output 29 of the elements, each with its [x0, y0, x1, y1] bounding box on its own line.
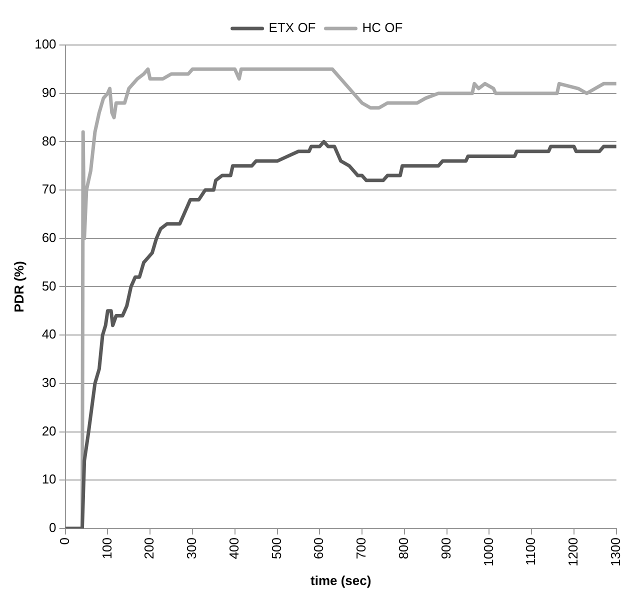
x-tick-label: 300: [184, 537, 200, 560]
x-tick-label: 200: [142, 537, 157, 560]
x-tick-label: 600: [311, 537, 326, 560]
x-tick-label: 1100: [523, 537, 538, 566]
y-axis-title: PDR (%): [11, 261, 26, 312]
y-tick-label: 80: [42, 133, 56, 148]
x-tick-label: 700: [354, 537, 369, 560]
x-tick-label: 1300: [608, 537, 623, 566]
x-tick-label: 1200: [566, 537, 581, 566]
y-tick-label: 30: [42, 375, 56, 390]
x-tick-label: 500: [268, 537, 284, 560]
y-tick-label: 100: [34, 36, 56, 52]
y-tick-label: 10: [42, 472, 56, 487]
y-tick-label: 20: [42, 423, 56, 438]
y-tick-label: 70: [42, 182, 56, 197]
y-tick-label: 50: [42, 278, 56, 294]
x-axis-title: time (sec): [310, 572, 372, 588]
x-tick-label: 0: [56, 537, 72, 545]
x-tick-label: 100: [99, 537, 114, 560]
y-tick-label: 90: [42, 84, 56, 100]
x-tick-label: 900: [438, 537, 454, 560]
x-tick-label: 400: [226, 537, 242, 560]
y-tick-label: 40: [42, 326, 56, 342]
x-tick-label: 800: [396, 537, 412, 560]
x-tick-label: 1000: [480, 537, 496, 566]
legend-label: HC OF: [362, 20, 403, 36]
y-tick-label: 0: [49, 520, 56, 536]
legend-label: ETX OF: [268, 20, 316, 36]
y-tick-label: 60: [42, 230, 56, 245]
